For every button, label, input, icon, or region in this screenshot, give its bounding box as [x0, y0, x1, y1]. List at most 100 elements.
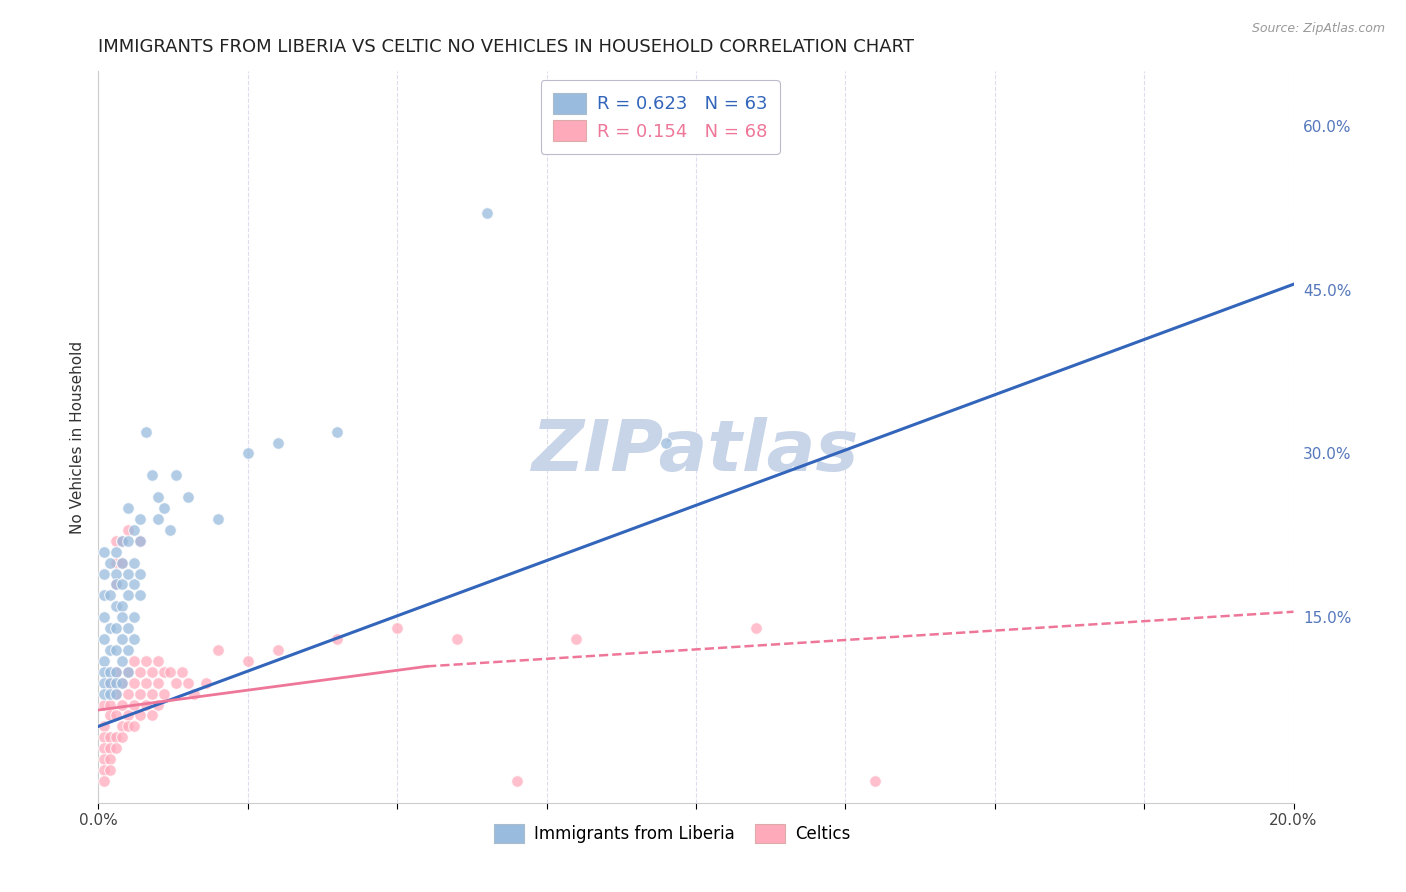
Point	[93, 588, 115, 602]
Point	[117, 665, 139, 679]
Point	[111, 654, 134, 668]
Y-axis label: No Vehicles in Household: No Vehicles in Household	[69, 341, 84, 533]
Point	[135, 698, 157, 712]
Point	[111, 533, 134, 548]
Point	[98, 741, 122, 756]
Point	[865, 774, 887, 789]
Point	[129, 566, 152, 581]
Point	[98, 643, 122, 657]
Point	[446, 632, 468, 646]
Point	[267, 435, 290, 450]
Point	[124, 610, 146, 624]
Point	[745, 621, 768, 635]
Point	[111, 556, 134, 570]
Point	[93, 719, 115, 733]
Point	[105, 741, 128, 756]
Point	[111, 632, 134, 646]
Point	[93, 774, 115, 789]
Point	[93, 675, 115, 690]
Point	[105, 665, 128, 679]
Point	[129, 512, 152, 526]
Point	[111, 675, 134, 690]
Point	[93, 654, 115, 668]
Point	[105, 599, 128, 614]
Point	[159, 523, 181, 537]
Point	[98, 708, 122, 723]
Point	[207, 643, 229, 657]
Point	[506, 774, 529, 789]
Point	[129, 533, 152, 548]
Point	[148, 512, 170, 526]
Point	[105, 577, 128, 591]
Point	[475, 206, 498, 220]
Point	[159, 665, 181, 679]
Point	[267, 643, 290, 657]
Point	[105, 687, 128, 701]
Point	[124, 632, 146, 646]
Point	[93, 731, 115, 745]
Point	[105, 731, 128, 745]
Point	[117, 588, 139, 602]
Point	[124, 654, 146, 668]
Point	[124, 698, 146, 712]
Text: Source: ZipAtlas.com: Source: ZipAtlas.com	[1251, 22, 1385, 36]
Point	[93, 632, 115, 646]
Point	[98, 665, 122, 679]
Point	[105, 675, 128, 690]
Point	[111, 719, 134, 733]
Point	[111, 610, 134, 624]
Point	[326, 425, 349, 439]
Point	[111, 731, 134, 745]
Point	[117, 687, 139, 701]
Point	[117, 708, 139, 723]
Point	[111, 577, 134, 591]
Point	[148, 490, 170, 504]
Point	[165, 468, 187, 483]
Text: IMMIGRANTS FROM LIBERIA VS CELTIC NO VEHICLES IN HOUSEHOLD CORRELATION CHART: IMMIGRANTS FROM LIBERIA VS CELTIC NO VEH…	[98, 38, 914, 56]
Point	[105, 687, 128, 701]
Point	[141, 708, 163, 723]
Point	[98, 731, 122, 745]
Point	[236, 654, 259, 668]
Point	[148, 698, 170, 712]
Point	[177, 675, 200, 690]
Point	[105, 643, 128, 657]
Point	[124, 556, 146, 570]
Point	[93, 698, 115, 712]
Point	[148, 675, 170, 690]
Point	[153, 665, 176, 679]
Point	[93, 763, 115, 777]
Point	[105, 556, 128, 570]
Point	[93, 610, 115, 624]
Point	[111, 556, 134, 570]
Point	[105, 621, 128, 635]
Point	[153, 501, 176, 516]
Text: ZIPatlas: ZIPatlas	[533, 417, 859, 486]
Point	[153, 687, 176, 701]
Legend: Immigrants from Liberia, Celtics: Immigrants from Liberia, Celtics	[484, 814, 860, 853]
Point	[655, 435, 678, 450]
Point	[124, 523, 146, 537]
Point	[148, 654, 170, 668]
Point	[111, 698, 134, 712]
Point	[117, 566, 139, 581]
Point	[117, 621, 139, 635]
Point	[105, 665, 128, 679]
Point	[98, 687, 122, 701]
Point	[111, 599, 134, 614]
Point	[117, 643, 139, 657]
Point	[326, 632, 349, 646]
Point	[117, 665, 139, 679]
Point	[98, 763, 122, 777]
Point	[141, 468, 163, 483]
Point	[195, 675, 218, 690]
Point	[117, 501, 139, 516]
Point	[98, 588, 122, 602]
Point	[111, 675, 134, 690]
Point	[117, 719, 139, 733]
Point	[172, 665, 194, 679]
Point	[141, 687, 163, 701]
Point	[183, 687, 205, 701]
Point	[105, 545, 128, 559]
Point	[135, 654, 157, 668]
